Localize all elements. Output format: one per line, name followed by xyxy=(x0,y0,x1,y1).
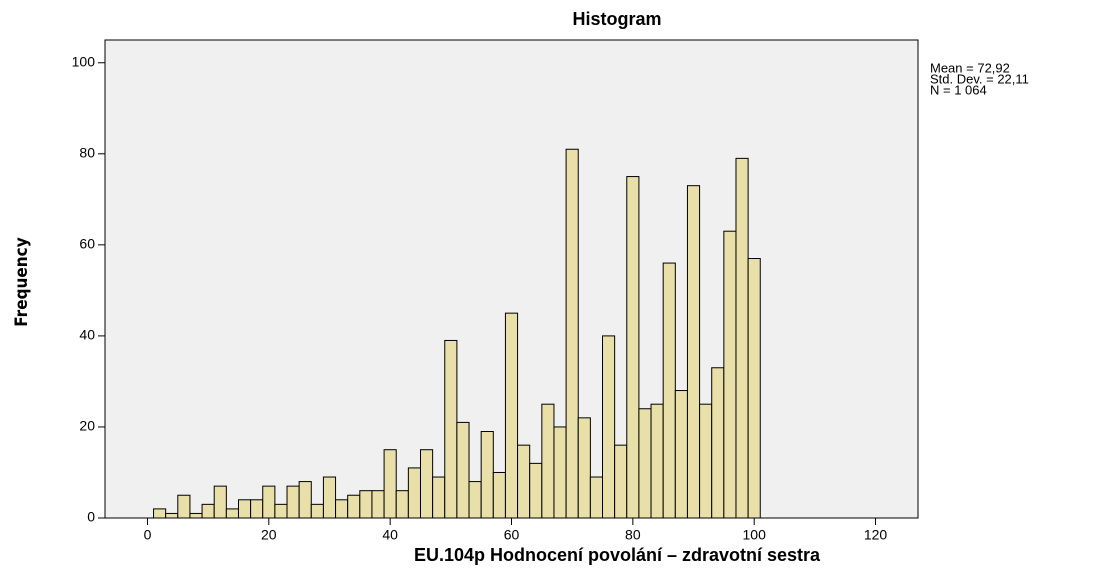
y-tick-label: 0 xyxy=(87,509,95,525)
bar xyxy=(735,157,749,519)
bar xyxy=(711,367,725,519)
bar xyxy=(347,494,361,519)
bar xyxy=(699,403,713,519)
bar xyxy=(674,390,688,519)
bar xyxy=(250,499,264,519)
bar xyxy=(153,508,167,519)
bar xyxy=(492,471,506,519)
bar xyxy=(395,490,409,519)
stat-annotation: Std. Dev. = 22,11 xyxy=(930,71,1029,86)
bar xyxy=(359,490,373,519)
bar xyxy=(577,417,591,519)
bar xyxy=(456,421,470,519)
bar xyxy=(432,476,446,519)
bar xyxy=(662,262,676,519)
chart-title: Histogram xyxy=(572,9,661,29)
bar xyxy=(286,485,300,519)
x-tick-label: 100 xyxy=(743,527,767,543)
bar xyxy=(383,449,397,519)
bar xyxy=(189,512,203,519)
bar xyxy=(262,485,276,519)
bar xyxy=(541,403,555,519)
x-tick-label: 20 xyxy=(261,527,277,543)
x-axis-label: EU.104p Hodnocení povolání – zdravotní s… xyxy=(414,545,821,565)
bar xyxy=(626,176,640,519)
bar xyxy=(504,312,519,519)
bar xyxy=(723,230,737,519)
bar xyxy=(298,481,312,519)
y-tick-label: 60 xyxy=(79,236,95,252)
bar xyxy=(371,490,385,519)
bar xyxy=(407,467,421,519)
bar xyxy=(322,476,337,519)
bar xyxy=(529,462,543,519)
bar xyxy=(225,508,239,519)
bar xyxy=(517,444,531,519)
stat-annotation: Mean = 72,92 xyxy=(930,60,1010,75)
bar xyxy=(213,485,227,519)
bar xyxy=(419,449,434,519)
bar xyxy=(177,494,191,519)
x-tick-label: 0 xyxy=(144,527,152,543)
bar xyxy=(310,503,324,519)
y-axis-label: Frequency xyxy=(12,237,32,326)
bar xyxy=(747,258,761,519)
y-tick-label: 20 xyxy=(79,418,95,434)
bar xyxy=(165,512,179,519)
y-tick-label: 80 xyxy=(79,145,95,161)
bar xyxy=(444,339,458,519)
bar xyxy=(565,148,579,519)
x-tick-label: 40 xyxy=(382,527,398,543)
bar xyxy=(553,426,567,519)
x-tick-label: 120 xyxy=(864,527,888,543)
bar xyxy=(274,503,288,519)
x-tick-label: 80 xyxy=(625,527,641,543)
y-tick-label: 40 xyxy=(79,327,95,343)
bar xyxy=(614,444,628,519)
bar xyxy=(335,499,349,519)
bar xyxy=(237,499,252,519)
bar xyxy=(602,335,616,519)
y-tick-label: 100 xyxy=(72,53,96,69)
bar xyxy=(638,408,652,519)
bar xyxy=(650,403,664,519)
bar xyxy=(589,476,604,519)
bar xyxy=(468,481,482,519)
bar xyxy=(480,431,494,519)
bar xyxy=(201,503,215,519)
stat-annotation: N = 1 064 xyxy=(930,82,987,97)
x-tick-label: 60 xyxy=(504,527,520,543)
bar xyxy=(686,185,701,519)
